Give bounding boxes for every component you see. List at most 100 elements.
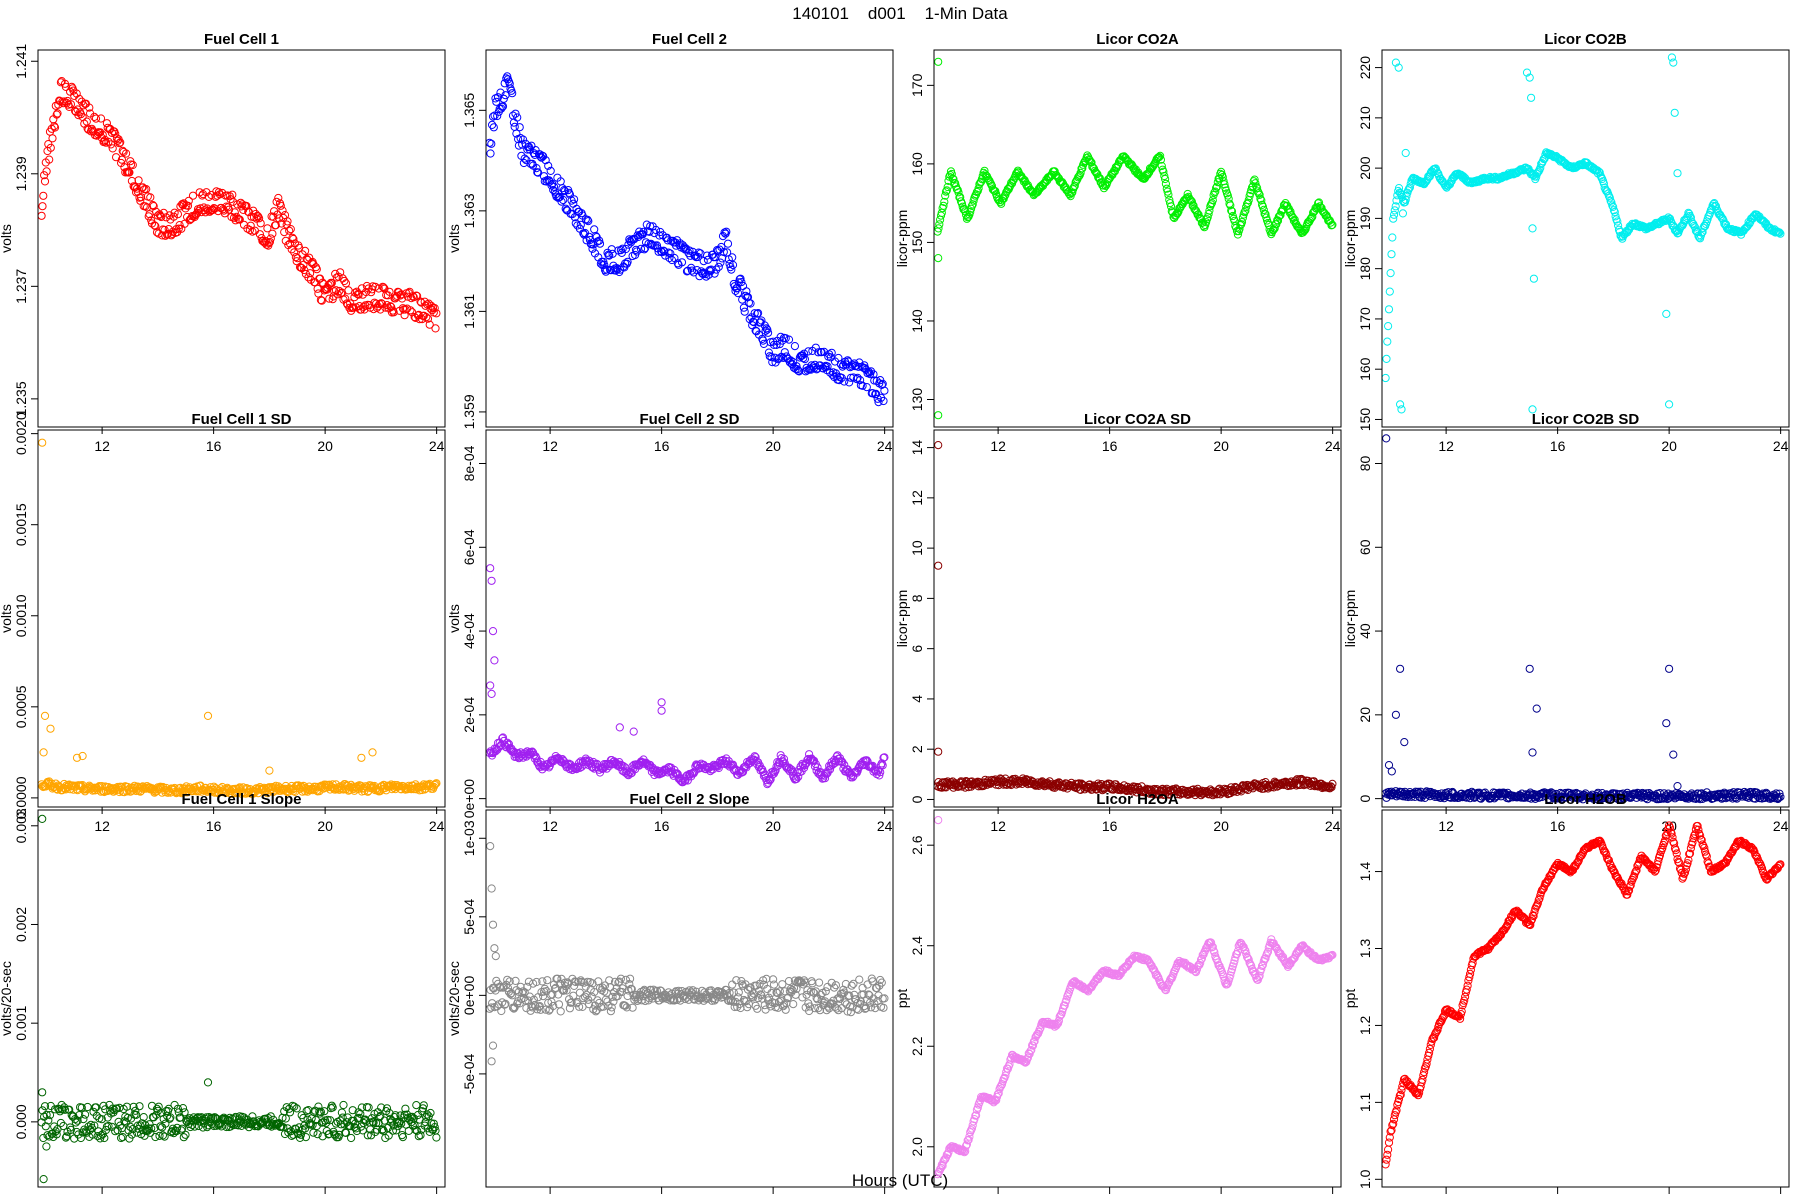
data-point <box>1270 224 1279 233</box>
data-point <box>862 383 871 392</box>
data-point <box>659 246 668 255</box>
y-tick-label: 10 <box>909 540 925 556</box>
data-point <box>957 199 967 208</box>
data-point <box>858 381 867 390</box>
data-point <box>647 240 657 249</box>
data-point <box>493 111 502 121</box>
data-point <box>307 258 316 267</box>
data-point <box>786 356 795 365</box>
data-point <box>539 152 548 161</box>
data-point <box>1237 218 1247 227</box>
data-point <box>142 185 151 194</box>
data-point <box>39 1175 48 1184</box>
data-point <box>715 245 724 254</box>
data-point <box>40 711 50 721</box>
data-point <box>265 237 274 247</box>
plot-box <box>933 49 1342 428</box>
data-point <box>255 214 264 223</box>
y-tick-label: 0 <box>909 795 925 803</box>
data-point <box>283 217 292 226</box>
data-point <box>719 247 728 257</box>
y-tick-label: 140 <box>909 309 925 333</box>
data-point <box>344 286 353 295</box>
data-point <box>303 255 312 265</box>
data-point <box>559 195 568 205</box>
y-axis-label: licor-ppm <box>894 210 910 268</box>
data-point <box>1401 148 1410 158</box>
data-point <box>40 177 50 186</box>
data-point <box>764 328 773 337</box>
data-point <box>1673 782 1682 791</box>
data-point <box>488 627 498 636</box>
data-point <box>560 186 569 195</box>
data-point <box>980 166 989 175</box>
data-point <box>412 1101 421 1110</box>
data-point <box>934 224 943 233</box>
data-point <box>935 220 944 229</box>
data-point <box>117 155 127 164</box>
data-point <box>1382 434 1391 443</box>
y-tick-label: 180 <box>1357 257 1373 281</box>
data-point <box>827 348 836 357</box>
data-point <box>85 103 94 112</box>
data-point <box>1243 199 1252 208</box>
data-point <box>646 222 655 231</box>
x-tick-label: 12 <box>990 438 1006 454</box>
data-point <box>595 236 604 245</box>
data-point <box>1174 207 1183 216</box>
data-point <box>717 242 726 252</box>
y-tick-label: 2 <box>909 745 925 753</box>
data-point <box>744 298 754 307</box>
data-point <box>774 354 784 363</box>
data-point <box>325 294 334 303</box>
data-point <box>306 269 315 278</box>
data-point <box>584 217 593 226</box>
x-tick-label: 24 <box>1773 818 1789 834</box>
data-point <box>508 89 517 98</box>
data-point <box>804 347 813 356</box>
data-point <box>271 221 280 230</box>
x-tick-label: 20 <box>1213 438 1229 454</box>
data-point <box>941 187 951 196</box>
data-point <box>1314 198 1324 207</box>
data-point <box>119 147 128 157</box>
data-point <box>280 228 289 237</box>
data-point <box>671 238 680 247</box>
data-point <box>629 727 638 736</box>
y-tick-label: 14 <box>909 440 925 456</box>
data-point <box>778 980 787 989</box>
points-licor-co2a <box>933 57 1337 420</box>
data-point <box>487 689 496 699</box>
data-point <box>1384 322 1393 331</box>
data-point <box>753 309 762 318</box>
data-point <box>374 284 383 293</box>
data-point <box>823 982 832 992</box>
y-tick-label: 1.365 <box>461 93 477 128</box>
data-point <box>940 197 949 207</box>
data-point <box>712 265 721 274</box>
data-point <box>1386 269 1395 278</box>
x-tick-label: 16 <box>1102 818 1118 834</box>
data-point <box>962 214 972 223</box>
data-point <box>245 226 254 235</box>
data-point <box>38 814 47 824</box>
data-point <box>759 336 768 345</box>
data-point <box>534 168 543 177</box>
data-point <box>1127 160 1136 169</box>
data-point <box>873 394 882 403</box>
y-tick-label: 40 <box>1357 623 1373 639</box>
data-point <box>565 188 574 197</box>
data-point <box>347 1133 356 1143</box>
data-point <box>265 239 274 248</box>
data-point <box>339 1100 348 1110</box>
data-point <box>48 134 57 143</box>
y-tick-label: 0.001 <box>13 1005 29 1040</box>
data-point <box>1235 224 1244 234</box>
data-point <box>393 291 402 300</box>
points-fuel-cell-2-slope <box>485 842 889 1066</box>
y-tick-label: 1.363 <box>461 193 477 228</box>
data-point <box>1389 214 1398 223</box>
data-point <box>1005 183 1014 192</box>
data-point <box>1398 209 1408 218</box>
data-point <box>430 304 439 313</box>
